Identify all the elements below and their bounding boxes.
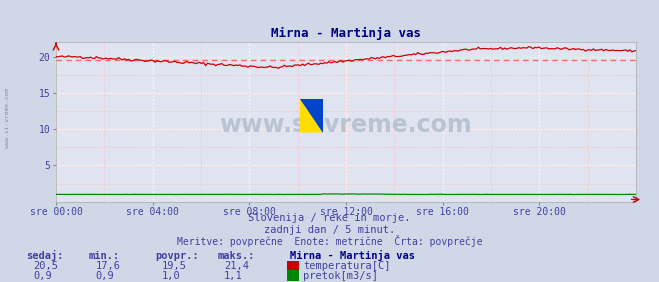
Text: pretok[m3/s]: pretok[m3/s]	[303, 271, 378, 281]
Text: povpr.:: povpr.:	[155, 252, 198, 261]
Text: Slovenija / reke in morje.: Slovenija / reke in morje.	[248, 213, 411, 222]
Polygon shape	[300, 99, 323, 133]
Text: 0,9: 0,9	[33, 271, 51, 281]
Text: Mirna - Martinja vas: Mirna - Martinja vas	[290, 250, 415, 261]
Text: zadnji dan / 5 minut.: zadnji dan / 5 minut.	[264, 225, 395, 235]
Text: maks.:: maks.:	[217, 252, 255, 261]
Text: 21,4: 21,4	[224, 261, 249, 271]
Text: 0,9: 0,9	[96, 271, 114, 281]
Text: min.:: min.:	[89, 252, 120, 261]
Text: 19,5: 19,5	[161, 261, 186, 271]
Text: 20,5: 20,5	[33, 261, 58, 271]
Title: Mirna - Martinja vas: Mirna - Martinja vas	[271, 27, 421, 40]
Text: temperatura[C]: temperatura[C]	[303, 261, 391, 271]
Text: Meritve: povprečne  Enote: metrične  Črta: povprečje: Meritve: povprečne Enote: metrične Črta:…	[177, 235, 482, 247]
Polygon shape	[300, 99, 323, 133]
Text: 1,0: 1,0	[161, 271, 180, 281]
Text: www.si-vreme.com: www.si-vreme.com	[219, 113, 473, 137]
Text: sedaj:: sedaj:	[26, 250, 64, 261]
Text: www.si-vreme.com: www.si-vreme.com	[5, 89, 11, 148]
Text: 1,1: 1,1	[224, 271, 243, 281]
Text: 17,6: 17,6	[96, 261, 121, 271]
